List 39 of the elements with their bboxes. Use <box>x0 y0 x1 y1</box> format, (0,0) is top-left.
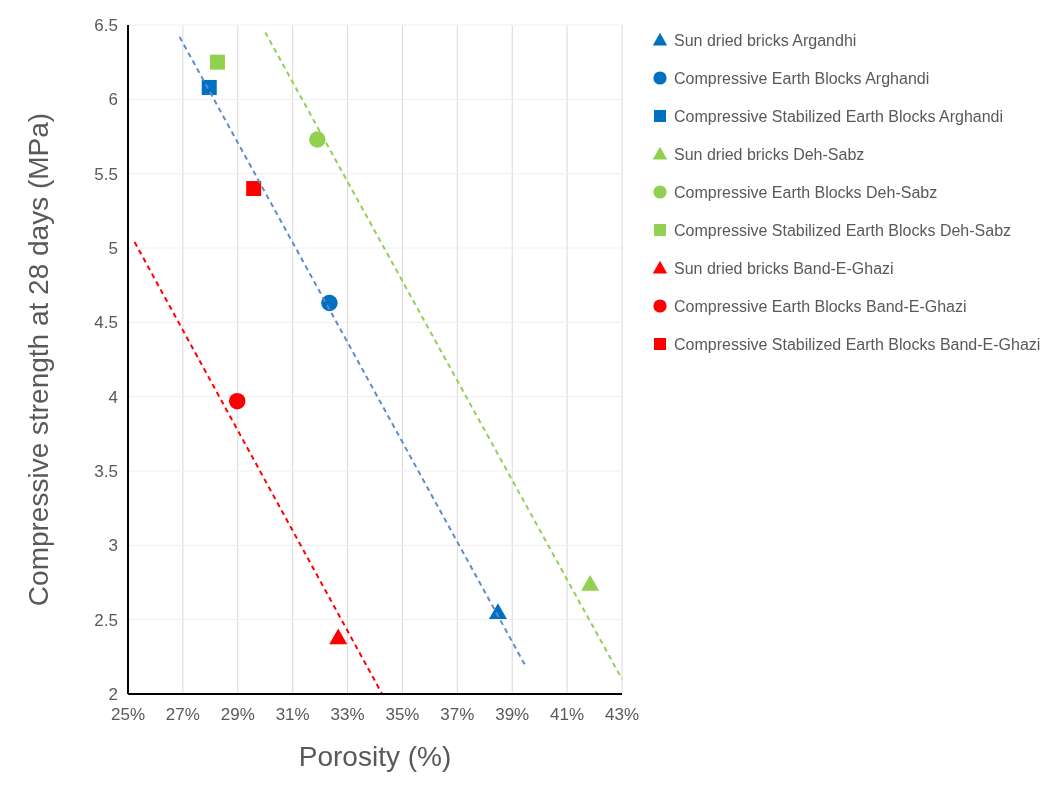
point <box>209 54 225 70</box>
x-axis-title: Porosity (%) <box>298 741 452 772</box>
y-tick-label: 5.5 <box>94 164 118 184</box>
y-axis-title: Compressive strength at 28 days (MPa) <box>23 112 54 607</box>
point <box>488 603 507 619</box>
point <box>201 79 217 95</box>
legend-label: Compressive Stabilized Earth Blocks Band-E-Ghazi <box>674 335 1041 353</box>
y-tick-label: 4.5 <box>94 313 118 333</box>
point <box>246 181 262 197</box>
y-tick-label: 3 <box>108 536 118 556</box>
point <box>329 628 348 645</box>
legend-label: Compressive Earth Blocks Arghandi <box>674 69 930 87</box>
x-tick-label: 29% <box>220 705 255 724</box>
x-tick-label: 31% <box>275 705 310 724</box>
legend-label: Compressive Stabilized Earth Blocks Arghandi <box>674 107 1004 125</box>
legend-label: Sun dried bricks Deh-Sabz <box>674 145 865 163</box>
x-tick-label: 43% <box>604 705 640 724</box>
legend-label: Sun dried bricks Argandhi <box>674 31 857 49</box>
legend-label: Compressive Stabilized Earth Blocks Deh-Sabz <box>674 221 1012 239</box>
legend-label: Compressive Earth Blocks Deh-Sabz <box>674 183 938 201</box>
point <box>309 131 326 148</box>
point <box>581 574 600 591</box>
y-tick-label: 6.5 <box>94 15 118 35</box>
x-tick-label: 25% <box>110 705 146 724</box>
x-tick-label: 41% <box>550 705 585 724</box>
x-tick-label: 37% <box>440 705 475 724</box>
point <box>228 392 246 410</box>
y-tick-label: 5 <box>108 238 118 258</box>
x-tick-label: 39% <box>495 705 530 724</box>
y-tick-label: 2.5 <box>94 610 118 630</box>
y-tick-label: 2 <box>108 684 118 704</box>
y-tick-label: 6 <box>108 90 118 110</box>
x-tick-label: 35% <box>385 705 420 724</box>
legend-label: Sun dried bricks Band-E-Ghazi <box>674 259 894 277</box>
x-tick-label: 33% <box>330 705 365 724</box>
y-tick-label: 4 <box>108 387 118 407</box>
y-tick-label: 3.5 <box>94 461 118 481</box>
x-tick-label: 27% <box>165 705 200 724</box>
legend-label: Compressive Earth Blocks Band-E-Ghazi <box>674 297 967 315</box>
